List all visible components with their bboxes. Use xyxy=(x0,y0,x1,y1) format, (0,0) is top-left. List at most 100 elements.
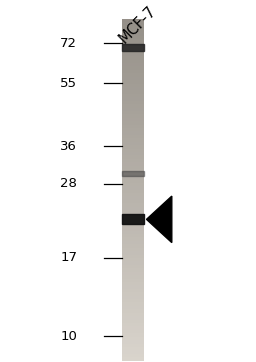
Bar xyxy=(122,346,144,350)
Bar xyxy=(122,340,144,344)
Bar xyxy=(122,76,144,80)
Text: 55: 55 xyxy=(60,77,77,90)
Bar xyxy=(122,227,144,231)
Bar xyxy=(122,343,144,347)
Bar xyxy=(122,152,144,155)
Bar xyxy=(122,52,144,56)
Bar xyxy=(122,39,144,42)
Bar xyxy=(122,237,144,241)
Bar xyxy=(122,138,144,142)
Bar xyxy=(122,210,144,214)
Text: 36: 36 xyxy=(60,140,77,153)
Bar xyxy=(122,241,144,244)
Bar xyxy=(122,97,144,101)
Bar xyxy=(122,254,144,258)
Bar xyxy=(122,275,144,278)
Text: 28: 28 xyxy=(60,177,77,190)
Bar xyxy=(122,230,144,234)
Bar xyxy=(122,35,144,39)
Bar xyxy=(122,18,144,22)
Bar xyxy=(122,353,144,357)
Bar xyxy=(122,107,144,111)
Bar xyxy=(122,59,144,63)
Bar xyxy=(122,220,144,224)
Bar xyxy=(122,66,144,70)
Bar xyxy=(122,336,144,340)
Bar xyxy=(122,213,144,217)
Bar xyxy=(122,131,144,135)
Bar xyxy=(122,128,144,131)
Bar xyxy=(122,268,144,272)
Bar xyxy=(122,93,144,97)
Bar xyxy=(122,272,144,275)
Bar xyxy=(122,265,144,268)
Bar xyxy=(122,193,144,197)
Bar xyxy=(122,56,144,60)
Bar xyxy=(122,49,144,53)
Bar xyxy=(122,285,144,289)
Bar xyxy=(122,203,144,207)
Bar xyxy=(122,63,144,67)
Bar xyxy=(122,306,144,309)
Bar xyxy=(122,169,144,172)
Bar xyxy=(122,289,144,292)
Bar xyxy=(122,357,144,361)
Bar xyxy=(122,46,144,49)
Bar xyxy=(122,244,144,248)
Bar xyxy=(122,155,144,159)
Bar xyxy=(122,333,144,337)
Bar xyxy=(122,251,144,254)
Bar xyxy=(122,32,144,36)
Bar xyxy=(122,73,144,77)
Bar xyxy=(122,42,144,46)
Bar xyxy=(122,350,144,354)
Bar xyxy=(122,312,144,316)
Bar xyxy=(122,80,144,84)
Bar xyxy=(122,176,144,179)
Bar xyxy=(122,199,144,203)
Bar xyxy=(122,121,144,125)
Bar xyxy=(122,87,144,90)
Bar xyxy=(122,261,144,265)
Bar xyxy=(122,70,144,73)
Bar xyxy=(122,309,144,313)
Text: MCF-7: MCF-7 xyxy=(116,4,159,47)
Bar xyxy=(122,319,144,323)
Bar xyxy=(122,247,144,251)
Bar xyxy=(122,104,144,108)
Bar xyxy=(122,145,144,148)
Bar xyxy=(122,182,144,186)
Bar xyxy=(122,295,144,299)
Bar xyxy=(122,234,144,237)
Bar xyxy=(122,326,144,330)
Bar xyxy=(122,299,144,303)
Bar xyxy=(122,206,144,210)
Bar xyxy=(122,316,144,320)
Bar xyxy=(122,223,144,227)
Bar xyxy=(122,214,144,224)
Bar xyxy=(122,165,144,169)
Bar xyxy=(122,22,144,25)
Polygon shape xyxy=(146,196,172,243)
Bar xyxy=(122,29,144,32)
Bar xyxy=(122,135,144,138)
Bar xyxy=(122,171,144,176)
Bar xyxy=(122,162,144,166)
Text: 17: 17 xyxy=(60,251,77,264)
Bar xyxy=(122,282,144,285)
Bar xyxy=(122,302,144,306)
Bar xyxy=(122,323,144,327)
Text: 72: 72 xyxy=(60,37,77,50)
Bar xyxy=(122,278,144,282)
Bar xyxy=(122,258,144,261)
Bar xyxy=(122,189,144,193)
Bar xyxy=(122,186,144,190)
Bar xyxy=(122,148,144,152)
Bar xyxy=(122,44,144,51)
Bar xyxy=(122,159,144,162)
Bar xyxy=(122,90,144,94)
Bar xyxy=(122,142,144,145)
Bar xyxy=(122,329,144,333)
Bar xyxy=(122,216,144,220)
Bar xyxy=(122,117,144,121)
